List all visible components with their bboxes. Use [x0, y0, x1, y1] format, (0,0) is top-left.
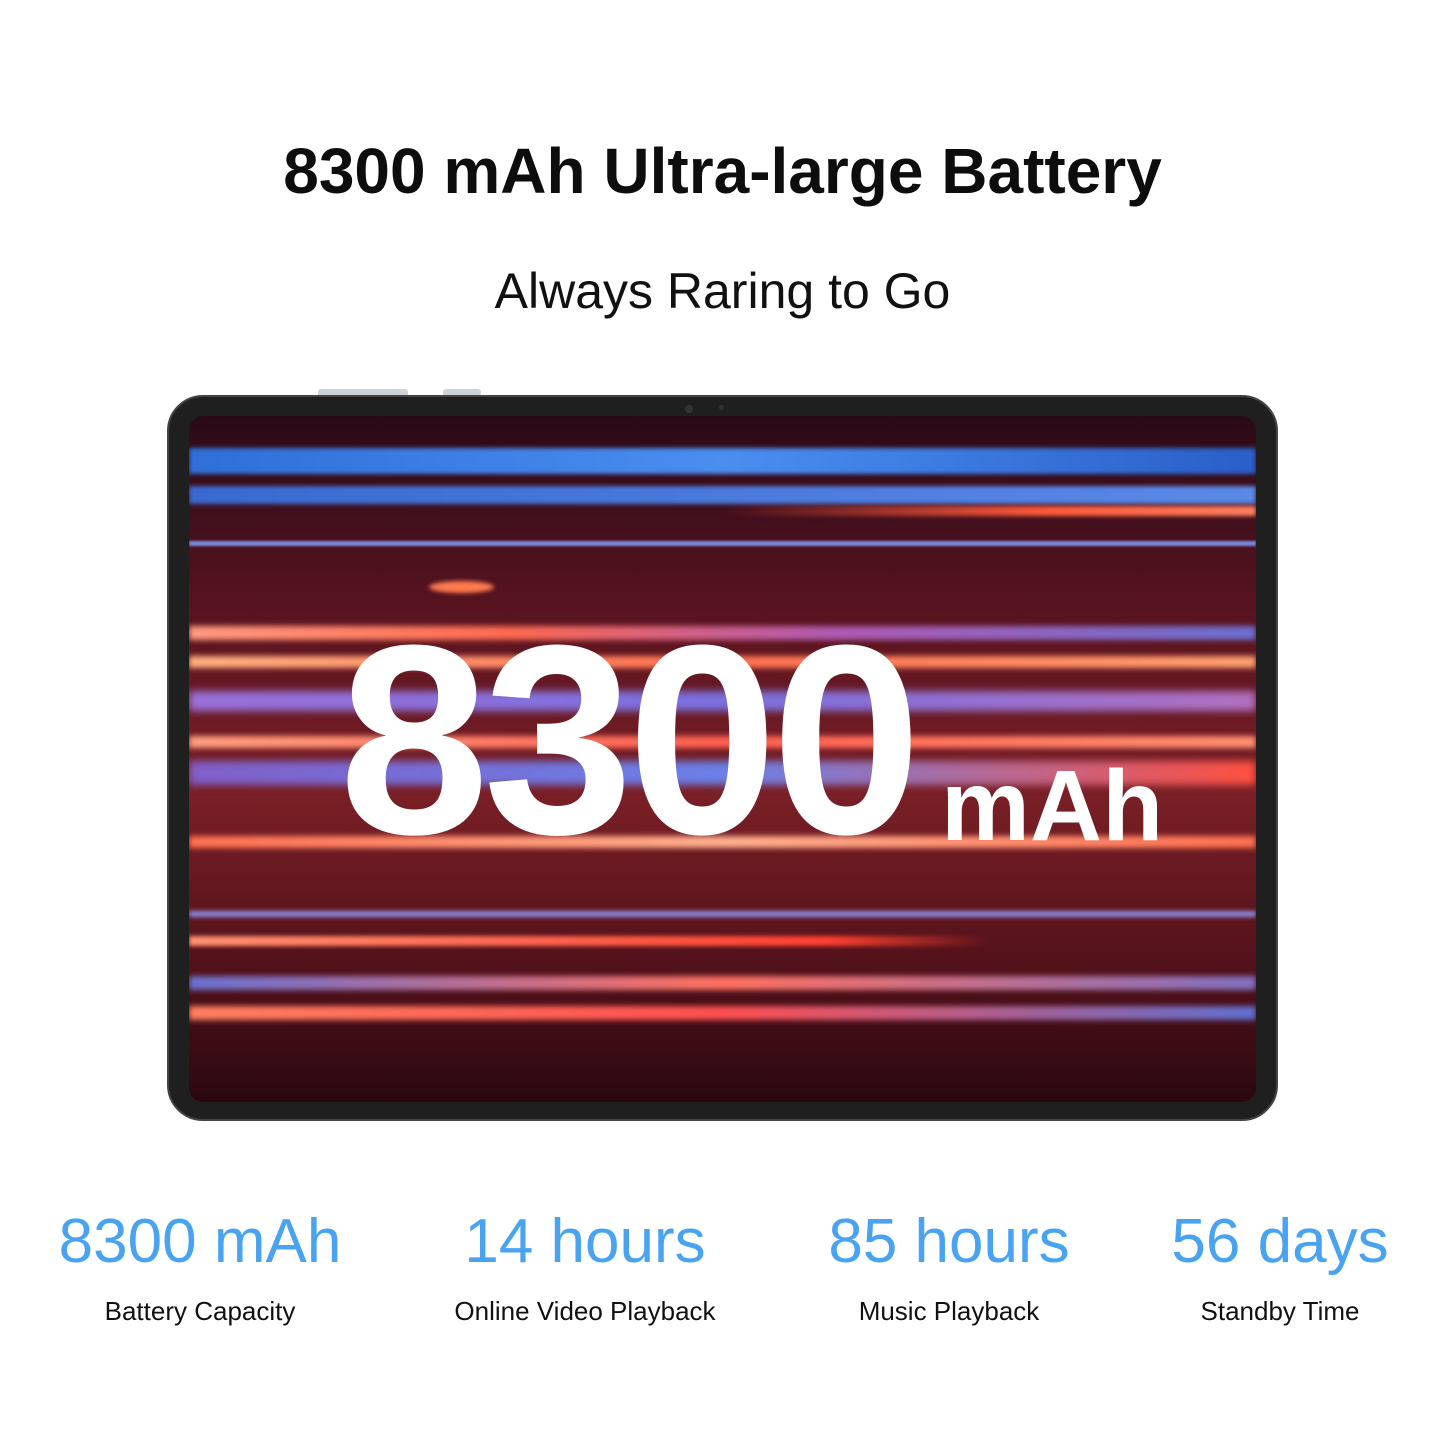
- stat-label: Battery Capacity: [104, 1296, 296, 1327]
- stat-value: 56 days: [1171, 1207, 1389, 1276]
- page-title: 8300 mAh Ultra-large Battery: [283, 135, 1162, 207]
- stat-label: Online Video Playback: [454, 1296, 716, 1327]
- stat-value: 8300 mAh: [58, 1207, 342, 1276]
- tablet-image: 8300 mAh: [167, 395, 1278, 1121]
- capacity-unit: mAh: [941, 750, 1164, 862]
- stat-video-playback: 14 hours Online Video Playback: [395, 1207, 775, 1327]
- page-subtitle: Always Raring to Go: [494, 263, 951, 319]
- stat-label: Standby Time: [1200, 1296, 1360, 1327]
- stat-standby-time: 56 days Standby Time: [1090, 1207, 1445, 1327]
- volume-button: [318, 389, 408, 395]
- camera-icon: [719, 405, 724, 410]
- stat-music-playback: 85 hours Music Playback: [759, 1207, 1139, 1327]
- tablet-screen: 8300 mAh: [189, 416, 1256, 1102]
- stat-battery-capacity: 8300 mAh Battery Capacity: [10, 1207, 390, 1327]
- sensor-icon: [685, 405, 693, 413]
- stat-value: 14 hours: [464, 1207, 706, 1276]
- power-button: [443, 389, 481, 395]
- stat-value: 85 hours: [828, 1207, 1070, 1276]
- capacity-number: 8300: [339, 590, 922, 891]
- stat-label: Music Playback: [858, 1296, 1040, 1327]
